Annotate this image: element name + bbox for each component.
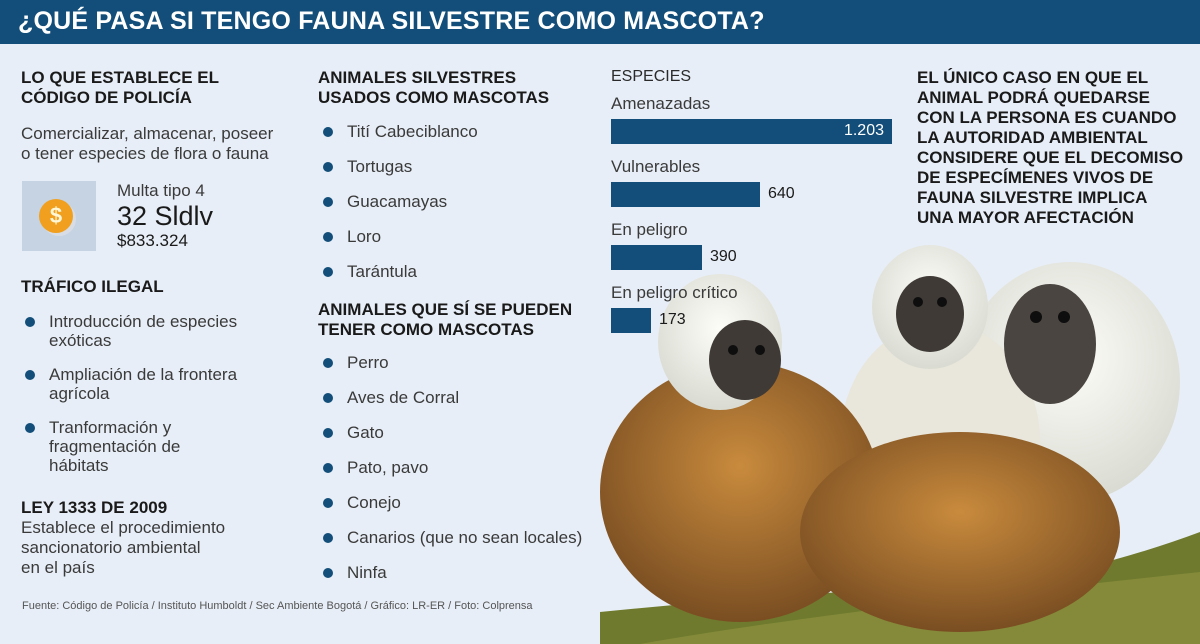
bar-category-label: Vulnerables <box>611 157 701 176</box>
list-item: Guacamayas <box>319 192 589 211</box>
bar <box>611 308 651 333</box>
list-item: Gato <box>319 423 599 442</box>
ley-title: LEY 1333 DE 2009 <box>21 498 168 517</box>
bar-category-label: Amenazadas <box>611 94 711 113</box>
quote-line: CONSIDERE QUE EL DECOMISO <box>917 148 1184 167</box>
ley-line2: sancionatorio ambiental <box>21 538 201 557</box>
list-item: Tranformación y fragmentación de hábitats <box>21 418 281 475</box>
bar-category-label: En peligro <box>611 220 688 239</box>
list-item: Perro <box>319 353 599 372</box>
fine-icon-box: $ <box>22 181 96 251</box>
permitidos-title-line1: ANIMALES QUE SÍ SE PUEDEN <box>318 300 573 319</box>
chart-title: ESPECIES <box>611 68 692 85</box>
silvestres-title-line1: ANIMALES SILVESTRES <box>318 68 517 87</box>
permitidos-title-line2: TENER COMO MASCOTAS <box>318 320 534 339</box>
bar-category-label: En peligro crítico <box>611 283 738 302</box>
list-item: Ampliación de la frontera agrícola <box>21 365 281 403</box>
quote-line: FAUNA SILVESTRE IMPLICA <box>917 188 1148 207</box>
quote-line: EL ÚNICO CASO EN QUE EL <box>917 68 1149 87</box>
source-note: Fuente: Código de Policía / Instituto Hu… <box>22 600 533 612</box>
baby2-face <box>896 276 964 352</box>
codigo-text: Comercializar, almacenar, poseer o tener… <box>21 124 273 164</box>
baby1-eye <box>755 345 765 355</box>
quote-line: DE ESPECÍMENES VIVOS DE <box>917 168 1154 187</box>
silvestres-list: Tití Cabeciblanco Tortugas Guacamayas Lo… <box>319 122 589 281</box>
codigo-text-line1: Comercializar, almacenar, poseer <box>21 124 274 143</box>
trafico-list: Introducción de especies exóticas Ampliac… <box>21 312 281 475</box>
adult-eye <box>1058 311 1070 323</box>
fine-info: Multa tipo 4 32 Sldlv $833.324 <box>117 181 213 251</box>
list-item: Pato, pavo <box>319 458 599 477</box>
list-item: Aves de Corral <box>319 388 599 407</box>
adult-body <box>800 432 1120 632</box>
bar <box>611 182 760 207</box>
baby1-eye <box>728 345 738 355</box>
bar <box>611 119 892 144</box>
codigo-text-line2: o tener especies de flora o fauna <box>21 144 269 163</box>
bar-value-label: 390 <box>710 248 737 265</box>
baby2-eye <box>913 297 923 307</box>
baby2-eye <box>937 297 947 307</box>
bar-value-label: 1.203 <box>843 122 884 139</box>
list-item: Tití Cabeciblanco <box>319 122 589 141</box>
ley-line3: en el país <box>21 558 95 577</box>
silvestres-heading: ANIMALES SILVESTRES USADOS COMO MASCOTAS <box>318 68 549 108</box>
fine-type: Multa tipo 4 <box>117 181 205 200</box>
quote-line: LA AUTORIDAD AMBIENTAL <box>917 128 1148 147</box>
quote-line: UNA MAYOR AFECTACIÓN <box>917 208 1134 227</box>
adult-eye <box>1030 311 1042 323</box>
fine-value: $833.324 <box>117 231 188 250</box>
list-item: Ninfa <box>319 563 599 582</box>
codigo-title-line2: CÓDIGO DE POLICÍA <box>21 88 192 107</box>
quote-line: CON LA PERSONA ES CUANDO <box>917 108 1177 127</box>
codigo-section: LO QUE ESTABLECE EL CÓDIGO DE POLICÍA <box>21 68 219 108</box>
list-item: Tortugas <box>319 157 589 176</box>
codigo-title-line1: LO QUE ESTABLECE EL <box>21 68 220 87</box>
bar-value-label: 173 <box>659 311 686 328</box>
permitidos-list: Perro Aves de Corral Gato Pato, pavo Con… <box>319 353 599 582</box>
quote-line: ANIMAL PODRÁ QUEDARSE <box>917 88 1150 107</box>
trafico-title: TRÁFICO ILEGAL <box>21 277 164 296</box>
monkeys-photo <box>600 245 1200 644</box>
ley-line1: Establece el procedimiento <box>21 518 226 537</box>
list-item: Conejo <box>319 493 599 512</box>
permitidos-heading: ANIMALES QUE SÍ SE PUEDEN TENER COMO MAS… <box>318 300 572 340</box>
adult-face <box>1004 284 1096 404</box>
fine-amount: 32 Sldlv <box>117 201 214 231</box>
bar-value-label: 640 <box>768 185 795 202</box>
list-item: Loro <box>319 227 589 246</box>
list-item: Canarios (que no sean locales) <box>319 528 599 547</box>
coin-dollar-icon: $ <box>39 199 73 233</box>
silvestres-title-line2: USADOS COMO MASCOTAS <box>318 88 550 107</box>
list-item: Introducción de especies exóticas <box>21 312 281 350</box>
bar <box>611 245 702 270</box>
header-bar: ¿QUÉ PASA SI TENGO FAUNA SILVESTRE COMO … <box>0 0 1200 44</box>
quote-block: EL ÚNICO CASO EN QUE EL ANIMAL PODRÁ QUE… <box>917 68 1183 228</box>
list-item: Tarántula <box>319 262 589 281</box>
baby1-face <box>709 320 781 400</box>
page-title: ¿QUÉ PASA SI TENGO FAUNA SILVESTRE COMO … <box>18 7 765 35</box>
ley-text: Establece el procedimiento sancionatorio… <box>21 518 225 578</box>
